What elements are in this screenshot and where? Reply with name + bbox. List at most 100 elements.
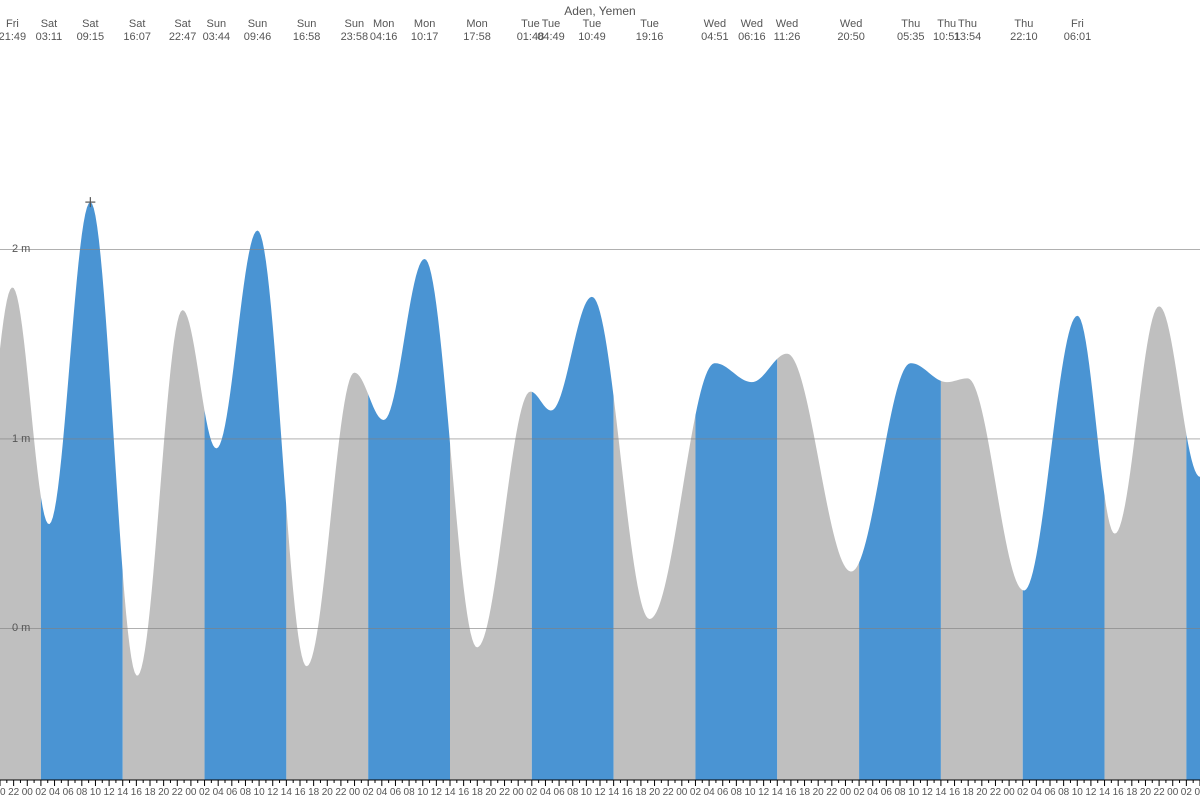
x-tick-label: 06: [226, 787, 237, 798]
tide-time-day: Sun: [341, 18, 369, 31]
tide-time-value: 06:01: [1064, 31, 1092, 44]
x-tick-label: 18: [635, 787, 646, 798]
x-tick-label: 20: [976, 787, 987, 798]
x-tick-label: 18: [308, 787, 319, 798]
x-tick-label: 02: [199, 787, 210, 798]
tide-time-value: 09:46: [244, 31, 272, 44]
x-tick-label: 14: [935, 787, 946, 798]
tide-time-value: 10:49: [578, 31, 606, 44]
x-tick-label: 22: [663, 787, 674, 798]
x-tick-label: 14: [772, 787, 783, 798]
x-tick-label: 18: [144, 787, 155, 798]
x-tick-label: 00: [22, 787, 33, 798]
x-tick-label: 04: [1031, 787, 1042, 798]
tide-time-label: Wed06:16: [738, 18, 766, 44]
x-tick-label: 14: [608, 787, 619, 798]
tide-time-label: Wed11:26: [774, 18, 801, 44]
tide-time-label: Thu05:35: [897, 18, 925, 44]
x-tick-label: 22: [1154, 787, 1165, 798]
tide-time-value: 17:58: [463, 31, 491, 44]
x-tick-label: 08: [1058, 787, 1069, 798]
x-tick-label: 18: [472, 787, 483, 798]
x-tick-label: 12: [431, 787, 442, 798]
x-tick-label: 02: [854, 787, 865, 798]
x-tick-label: 22: [335, 787, 346, 798]
x-tick-label: 00: [513, 787, 524, 798]
x-tick-label: 00: [349, 787, 360, 798]
x-tick-label: 08: [76, 787, 87, 798]
x-tick-label: 00: [840, 787, 851, 798]
tide-time-value: 22:10: [1010, 31, 1038, 44]
tide-time-day: Sat: [36, 18, 63, 31]
x-tick-label: 06: [554, 787, 565, 798]
tide-time-value: 03:44: [203, 31, 231, 44]
x-tick-label: 10: [908, 787, 919, 798]
tide-time-day: Wed: [837, 18, 865, 31]
tide-chart: Aden, Yemen 0 m1 m2 m2022000204060810121…: [0, 0, 1200, 800]
tide-time-label: Tue10:49: [578, 18, 606, 44]
x-tick-label: 06: [63, 787, 74, 798]
tide-time-value: 03:11: [36, 31, 63, 44]
x-tick-label: 22: [826, 787, 837, 798]
tide-time-day: Thu: [897, 18, 925, 31]
tide-time-day: Sun: [203, 18, 231, 31]
x-tick-label: 10: [417, 787, 428, 798]
x-tick-label: 22: [499, 787, 510, 798]
tide-time-label: Thu22:10: [1010, 18, 1038, 44]
tide-time-label: Sat16:07: [123, 18, 151, 44]
x-tick-label: 14: [1099, 787, 1110, 798]
tide-time-label: Sun16:58: [293, 18, 321, 44]
x-tick-label: 20: [322, 787, 333, 798]
x-tick-label: 18: [1126, 787, 1137, 798]
x-tick-label: 22: [172, 787, 183, 798]
tide-time-day: Sun: [293, 18, 321, 31]
x-tick-label: 06: [390, 787, 401, 798]
tide-time-label: Mon10:17: [411, 18, 439, 44]
x-tick-label: 00: [1167, 787, 1178, 798]
tide-time-label: Mon04:16: [370, 18, 398, 44]
tide-time-value: 23:58: [341, 31, 369, 44]
x-tick-label: 08: [567, 787, 578, 798]
x-tick-label: 12: [1085, 787, 1096, 798]
tide-time-label: Fri06:01: [1064, 18, 1092, 44]
tide-time-day: Sun: [244, 18, 272, 31]
tide-time-value: 21:49: [0, 31, 26, 44]
x-tick-label: 02: [363, 787, 374, 798]
tide-time-value: 19:16: [636, 31, 664, 44]
tide-time-value: 04:49: [537, 31, 565, 44]
x-tick-label: 22: [990, 787, 1001, 798]
x-tick-label: 02: [35, 787, 46, 798]
x-tick-label: 06: [717, 787, 728, 798]
y-axis-label: 0 m: [12, 622, 30, 634]
tide-time-day: Wed: [701, 18, 729, 31]
tide-time-value: 22:47: [169, 31, 197, 44]
tide-time-day: Fri: [1064, 18, 1092, 31]
x-tick-label: 06: [881, 787, 892, 798]
x-tick-label: 12: [594, 787, 605, 798]
x-tick-label: 18: [799, 787, 810, 798]
x-tick-label: 10: [1072, 787, 1083, 798]
tide-time-value: 10:17: [411, 31, 439, 44]
tide-time-label: Mon17:58: [463, 18, 491, 44]
x-tick-label: 02: [1017, 787, 1028, 798]
tide-time-day: Thu: [1010, 18, 1038, 31]
x-tick-label: 14: [117, 787, 128, 798]
x-tick-label: 02: [1181, 787, 1192, 798]
x-tick-label: 08: [240, 787, 251, 798]
tide-time-day: Tue: [537, 18, 565, 31]
x-tick-label: 16: [131, 787, 142, 798]
tide-time-day: Wed: [738, 18, 766, 31]
x-tick-label: 04: [213, 787, 224, 798]
x-tick-label: 10: [744, 787, 755, 798]
tide-time-value: 16:58: [293, 31, 321, 44]
tide-time-day: Mon: [411, 18, 439, 31]
tide-time-label: Sun09:46: [244, 18, 272, 44]
x-tick-label: 08: [894, 787, 905, 798]
tide-time-value: 04:51: [701, 31, 729, 44]
tide-time-label: Tue19:16: [636, 18, 664, 44]
y-axis-label: 2 m: [12, 243, 30, 255]
x-tick-label: 08: [731, 787, 742, 798]
tide-time-label: Fri21:49: [0, 18, 26, 44]
x-tick-label: 12: [922, 787, 933, 798]
tide-time-label: Thu13:54: [954, 18, 982, 44]
